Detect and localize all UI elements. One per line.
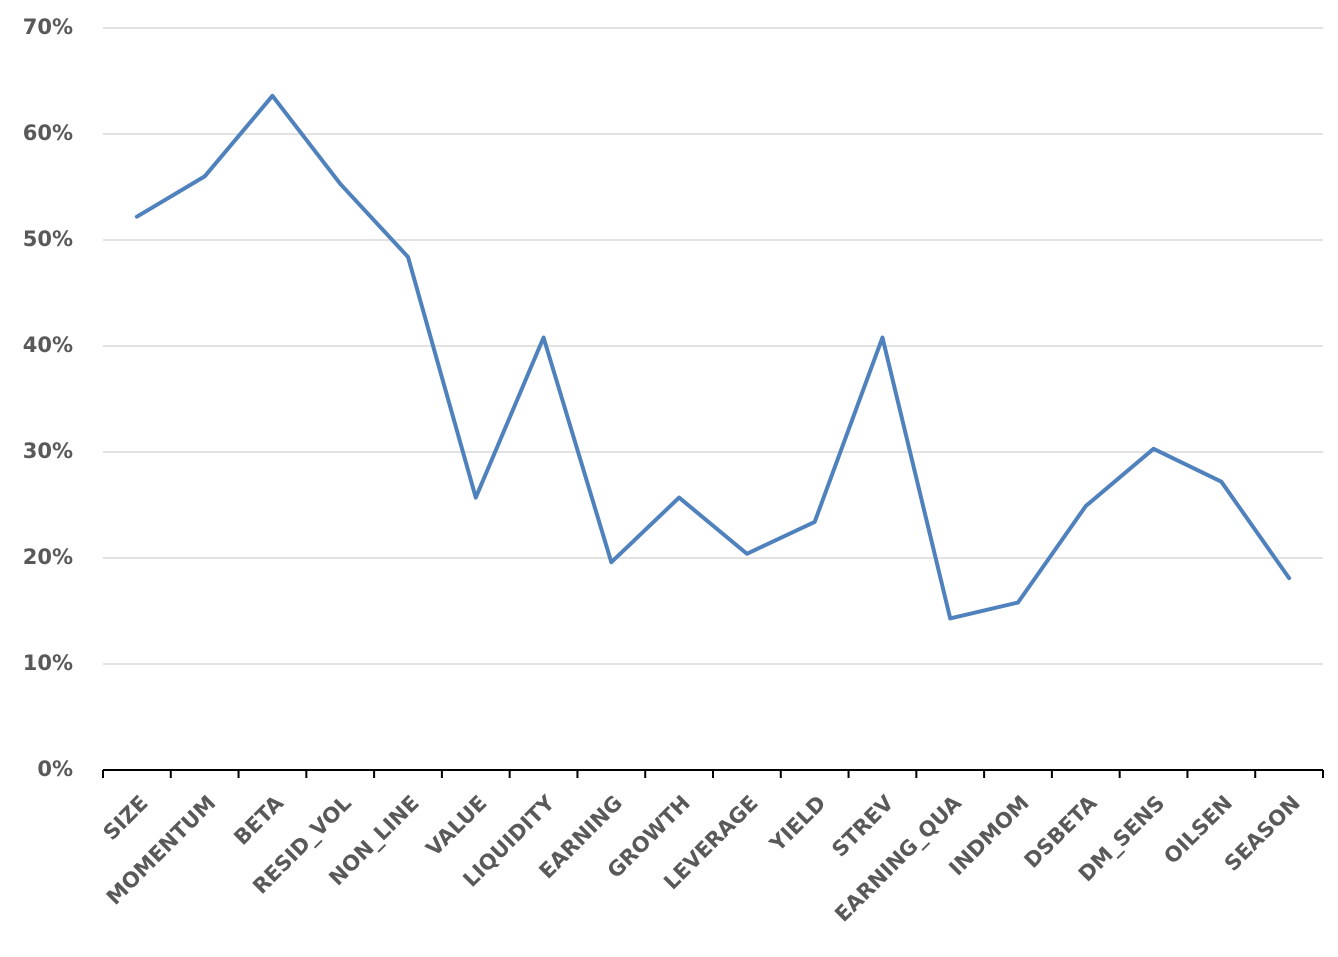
y-tick-label: 30% <box>23 439 73 463</box>
x-tick-label: YIELD <box>765 791 831 857</box>
y-tick-label: 60% <box>23 121 73 145</box>
y-tick-label: 40% <box>23 333 73 357</box>
x-tick-label: SIZE <box>99 791 153 845</box>
x-tick-label: EARNING_QUA <box>830 790 966 926</box>
y-tick-label: 10% <box>23 651 73 675</box>
x-tick-label: VALUE <box>421 791 491 861</box>
y-tick-label: 20% <box>23 545 73 569</box>
data-line <box>134 93 1292 621</box>
y-tick-label: 70% <box>23 15 73 39</box>
y-tick-label: 50% <box>23 227 73 251</box>
x-tick-label: BETA <box>229 790 288 849</box>
y-tick-label: 0% <box>37 757 73 781</box>
